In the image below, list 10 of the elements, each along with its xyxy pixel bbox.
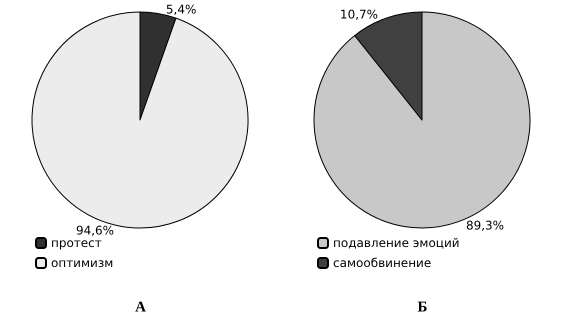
- data-label: 5,4%: [166, 2, 196, 17]
- legend-label: самообвинение: [333, 256, 432, 270]
- text: А: [135, 300, 146, 316]
- text: Б: [418, 300, 428, 316]
- data-label: 94,6%: [76, 223, 114, 238]
- data-label: 89,3%: [466, 218, 504, 233]
- legend-label: подавление эмоций: [333, 236, 460, 250]
- legend-label: оптимизм: [51, 256, 114, 270]
- legend-label: протест: [51, 236, 102, 250]
- data-label: 10,7%: [340, 7, 378, 22]
